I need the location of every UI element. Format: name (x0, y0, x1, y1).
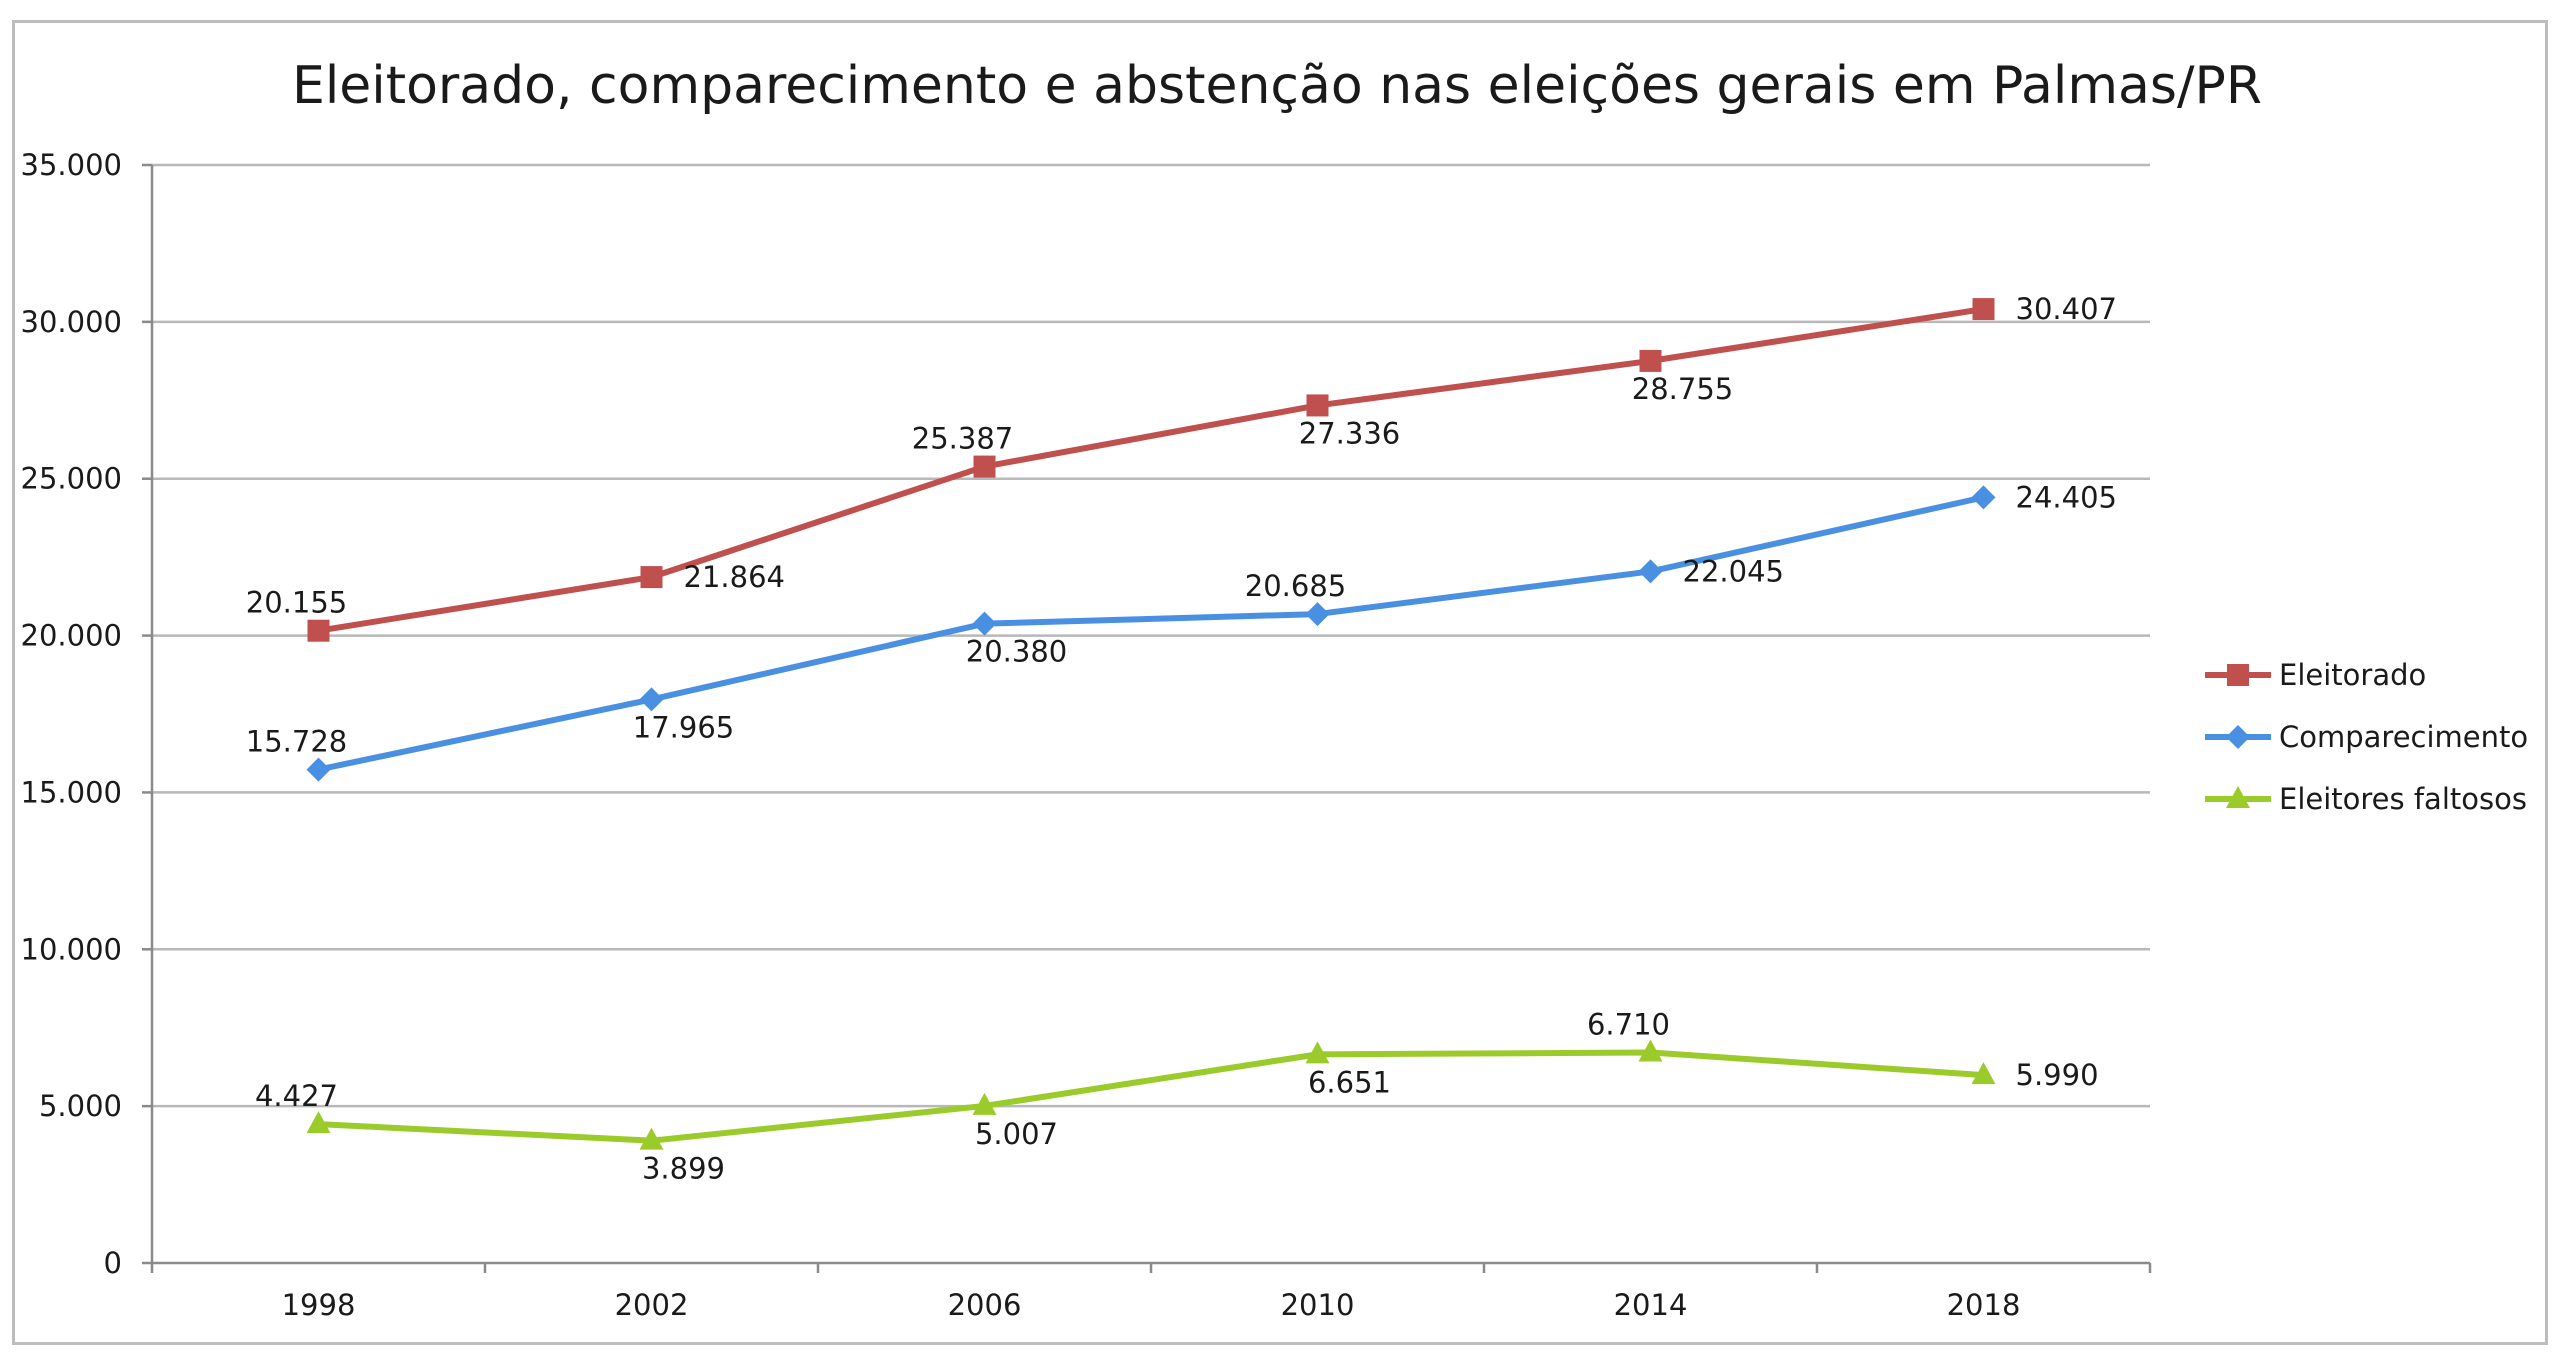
data-point-marker (640, 566, 663, 589)
data-label: 20.155 (246, 586, 347, 620)
legend-marker (2226, 725, 2250, 749)
data-label: 24.405 (2016, 480, 2117, 514)
data-point-marker (639, 687, 664, 712)
data-point-marker (307, 619, 330, 642)
data-point-marker (1972, 298, 1995, 321)
chart-title: Eleitorado, comparecimento e abstenção n… (292, 56, 2262, 116)
data-point-marker (972, 611, 997, 636)
data-label: 20.380 (966, 635, 1067, 669)
legend-label: Eleitores faltosos (2279, 782, 2527, 816)
x-tick-label: 2014 (1614, 1288, 1688, 1322)
x-tick-label: 2010 (1281, 1288, 1355, 1322)
legend-item: Eleitorado (2205, 658, 2426, 692)
series-line-eleitores-faltosos (318, 1049, 1984, 1144)
data-point-marker (1306, 394, 1329, 417)
data-point-marker (1971, 485, 1996, 510)
data-label: 27.336 (1299, 416, 1400, 450)
data-label-layer: 20.155 21.864 25.387 27.336 28.755 30.407 15.7… (246, 292, 2117, 1186)
data-point-marker (1971, 1062, 1996, 1085)
y-tick-label: 15.000 (21, 775, 122, 809)
legend-label: Eleitorado (2279, 658, 2426, 692)
data-point-marker (306, 1111, 331, 1134)
legend-item: Comparecimento (2205, 720, 2528, 754)
legend: Eleitorado Comparecimento Eleitores faltos… (2205, 658, 2528, 816)
data-label: 20.685 (1245, 569, 1346, 603)
data-point-marker (1305, 602, 1330, 627)
data-point-marker (306, 757, 331, 782)
axis-layer: 0 5.000 10.000 15.000 20.000 25.000 30.000 35.0… (21, 148, 2152, 1322)
legend-marker (2226, 786, 2250, 808)
data-label: 5.007 (975, 1117, 1058, 1151)
data-label: 21.864 (684, 560, 785, 594)
data-label: 30.407 (2016, 292, 2117, 326)
data-label: 6.651 (1308, 1065, 1391, 1099)
y-tick-label: 30.000 (21, 305, 122, 339)
data-point-marker (1305, 1041, 1330, 1064)
legend-marker (2227, 664, 2249, 686)
y-tick-label: 10.000 (21, 932, 122, 966)
y-tick-label: 5.000 (39, 1089, 122, 1123)
data-label: 22.045 (1683, 554, 1784, 588)
y-tick-label: 35.000 (21, 148, 122, 182)
data-label: 4.427 (255, 1079, 338, 1113)
y-tick-label: 0 (104, 1246, 122, 1280)
grid-layer (152, 163, 2150, 1108)
series-layer (306, 298, 1996, 1150)
series-line-eleitorado (318, 306, 1984, 634)
data-point-marker (973, 455, 996, 478)
data-label: 17.965 (633, 710, 734, 744)
data-label: 5.990 (2016, 1058, 2099, 1092)
x-tick-label: 2002 (615, 1288, 689, 1322)
data-label: 28.755 (1632, 372, 1733, 406)
data-point-marker (1639, 349, 1662, 372)
data-label: 25.387 (912, 422, 1013, 456)
data-label: 6.710 (1587, 1007, 1670, 1041)
y-tick-label: 25.000 (21, 462, 122, 496)
data-point-marker (639, 1127, 664, 1150)
x-tick-label: 2006 (948, 1288, 1022, 1322)
data-point-marker (1638, 1039, 1663, 1062)
chart-frame (12, 20, 2548, 1345)
data-point-marker (972, 1092, 997, 1115)
data-label: 15.728 (246, 725, 347, 759)
legend-item: Eleitores faltosos (2205, 782, 2527, 816)
series-line-comparecimento (317, 494, 1985, 773)
data-label: 3.899 (642, 1152, 725, 1186)
data-point-marker (1638, 559, 1663, 584)
x-tick-label: 2018 (1947, 1288, 2021, 1322)
y-tick-label: 20.000 (21, 619, 122, 653)
legend-label: Comparecimento (2279, 720, 2528, 754)
x-tick-label: 1998 (282, 1288, 356, 1322)
